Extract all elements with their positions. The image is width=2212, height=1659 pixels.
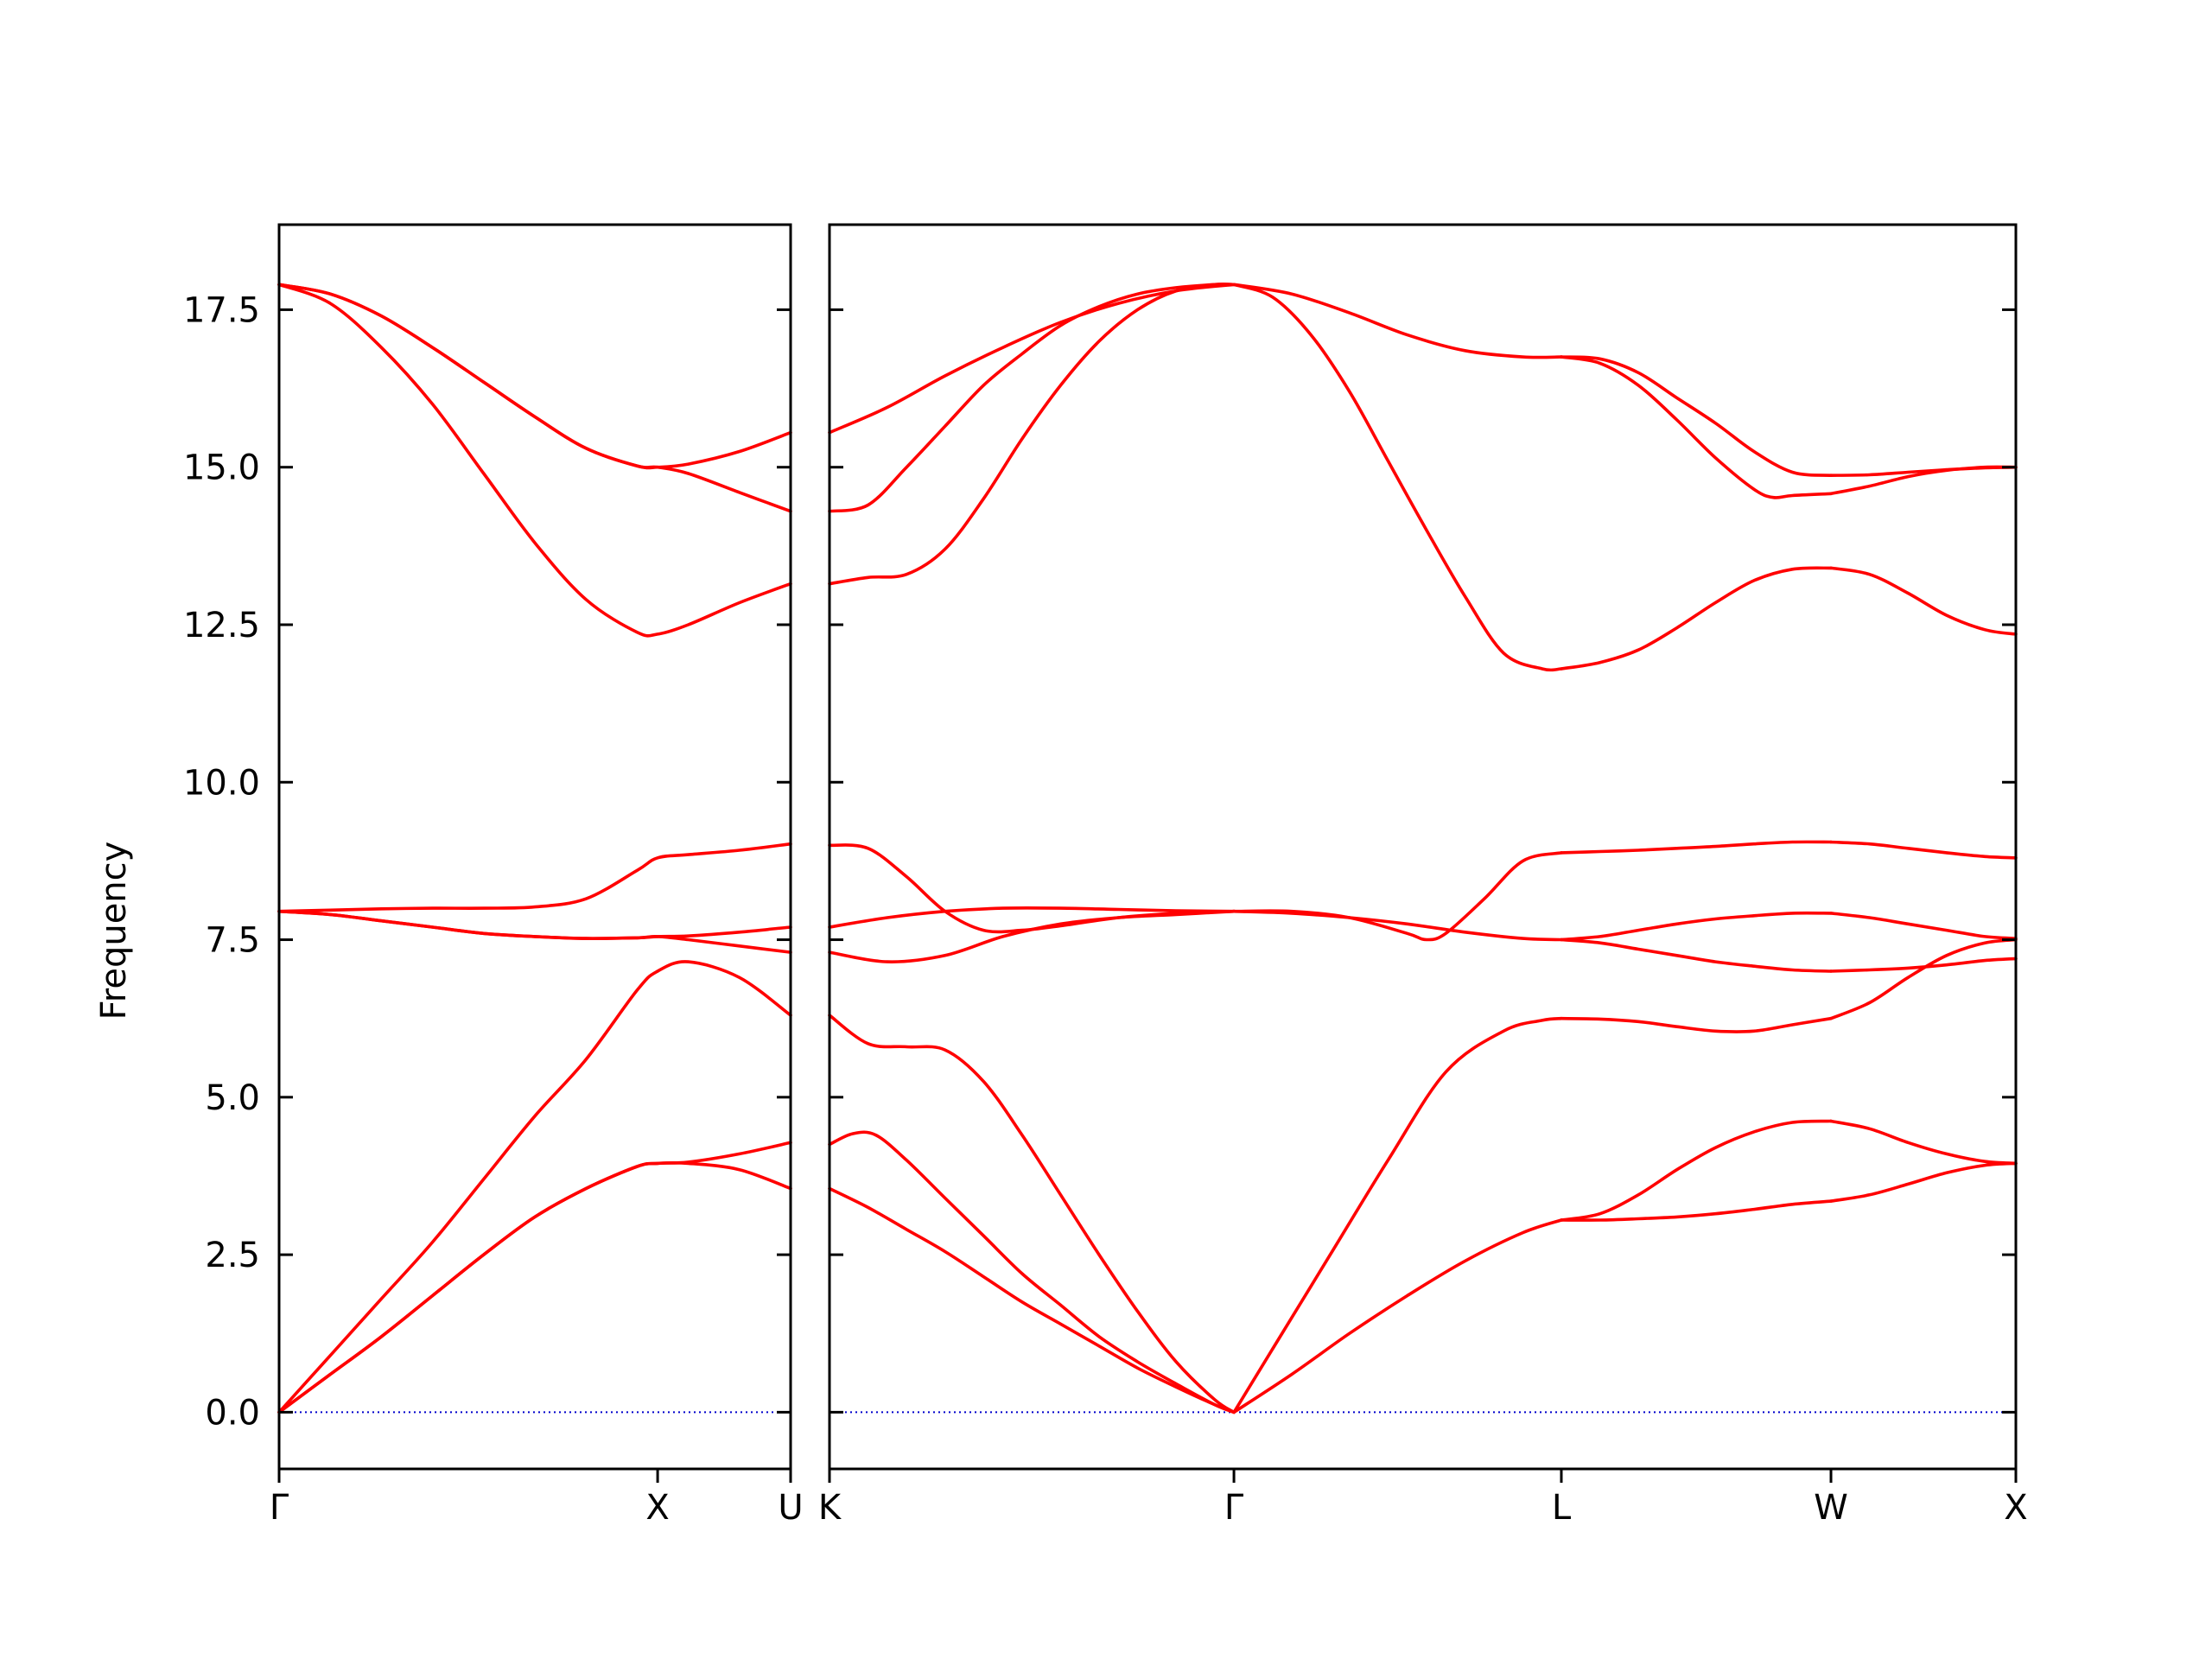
phonon-band-2 <box>828 1130 1236 1414</box>
y-tick-label: 2.5 <box>205 1236 260 1275</box>
phonon-band-26 <box>1829 1119 2018 1166</box>
panel-frame <box>277 223 792 1471</box>
phonon-band-5 <box>828 906 1236 929</box>
x-tick-label: U <box>778 1488 803 1528</box>
x-tick-label: X <box>645 1488 669 1528</box>
phonon-band-9 <box>828 283 1236 435</box>
phonon-band-15 <box>1232 283 1563 359</box>
y-axis-label: Frequency <box>94 842 134 1020</box>
phonon-band-10 <box>1232 1218 1563 1414</box>
phonon-band-6 <box>277 842 792 913</box>
phonon-band-1 <box>828 1186 1236 1414</box>
phonon-band-31 <box>1829 566 2018 636</box>
phonon-band-17 <box>1560 1119 1833 1222</box>
phonon-band-21 <box>1560 840 1833 855</box>
x-tick-label: Γ <box>1224 1488 1244 1528</box>
y-tick-label: 12.5 <box>183 606 260 645</box>
y-tick-label: 5.0 <box>205 1078 260 1118</box>
phonon-band-24 <box>1560 355 1833 477</box>
x-tick-label: X <box>2004 1488 2027 1528</box>
phonon-band-13 <box>1232 909 1563 942</box>
x-tick-label: W <box>1814 1488 1848 1528</box>
phonon-band-33 <box>1829 465 2018 477</box>
phonon-band-8 <box>828 283 1236 513</box>
phonon-band-6 <box>828 843 1236 934</box>
y-tick-label: 17.5 <box>183 290 260 330</box>
phonon-band-4 <box>277 909 792 940</box>
phonon-band-23 <box>1560 355 1833 499</box>
x-tick-label: Γ <box>270 1488 289 1528</box>
y-tick-label: 15.0 <box>183 448 260 488</box>
phonon-band-14 <box>1232 283 1563 672</box>
phonon-band-1 <box>277 960 792 1414</box>
phonon-band-25 <box>1829 1161 2018 1203</box>
panel-gamma-x-u: 0.0 2.5 5.0 7.5 10.0 12.5 15.0 17.5 Γ X U <box>183 223 804 1528</box>
phonon-band-8 <box>277 283 792 513</box>
y-tick-label: 10.0 <box>183 763 260 803</box>
phonon-band-2 <box>277 1160 792 1414</box>
phonon-band-7 <box>828 282 1236 586</box>
phonon-band-19 <box>1560 938 1833 973</box>
phonon-band-4 <box>828 909 1236 963</box>
phonon-band-7 <box>277 283 792 638</box>
phonon-band-9 <box>277 283 792 470</box>
y-tick-label: 0.0 <box>205 1393 260 1433</box>
phonon-band-30 <box>1829 840 2018 860</box>
phonon-band-11 <box>1232 1016 1563 1414</box>
phonon-band-22 <box>1560 566 1833 671</box>
phonon-band-5 <box>277 909 792 954</box>
phonon-band-20 <box>1560 911 1833 942</box>
phonon-band-12 <box>1232 851 1563 942</box>
phonon-band-3 <box>277 1141 792 1414</box>
phonon-band-29 <box>1829 912 2018 940</box>
phonon-band-28 <box>1829 957 2018 973</box>
x-tick-label: L <box>1552 1488 1572 1528</box>
x-tick-label: K <box>818 1488 842 1528</box>
panel-frame <box>828 223 2018 1471</box>
phonon-band-27 <box>1829 938 2018 1020</box>
y-tick-label: 7.5 <box>205 921 260 961</box>
phonon-band-3 <box>828 1014 1236 1414</box>
phonon-band-18 <box>1560 1016 1833 1033</box>
phonon-band-16 <box>1560 1199 1833 1222</box>
